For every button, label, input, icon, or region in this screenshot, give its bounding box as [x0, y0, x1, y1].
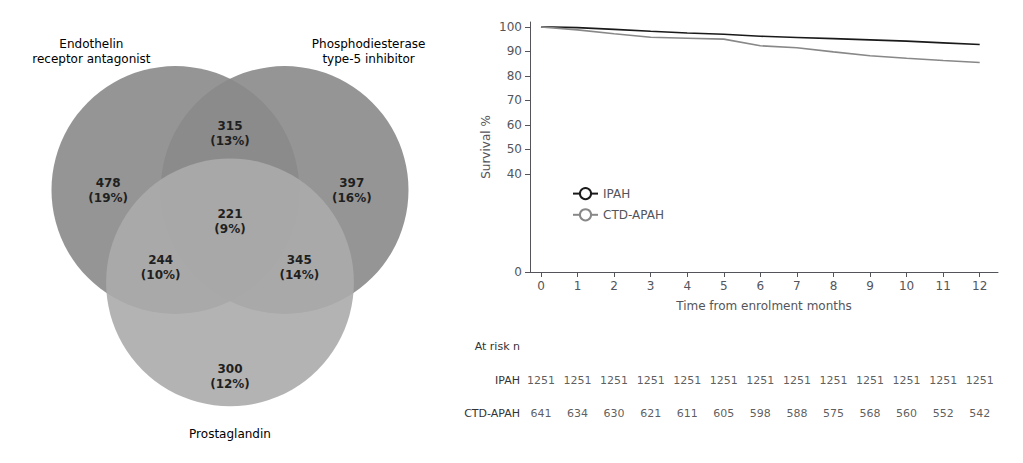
svg-text:1251: 1251: [746, 374, 774, 387]
svg-text:10: 10: [899, 279, 914, 293]
svg-text:(16%): (16%): [332, 191, 372, 205]
svg-text:50: 50: [507, 142, 522, 156]
svg-text:60: 60: [507, 118, 522, 132]
svg-text:315: 315: [217, 119, 242, 133]
svg-text:90: 90: [507, 44, 522, 58]
svg-text:605: 605: [713, 407, 734, 420]
svg-text:IPAH: IPAH: [603, 187, 630, 201]
svg-text:0: 0: [537, 279, 545, 293]
svg-text:Survival %: Survival %: [479, 115, 493, 179]
svg-text:70: 70: [507, 93, 522, 107]
svg-text:2: 2: [610, 279, 618, 293]
svg-text:641: 641: [530, 407, 551, 420]
svg-text:552: 552: [933, 407, 954, 420]
svg-text:1251: 1251: [966, 374, 994, 387]
svg-text:542: 542: [969, 407, 990, 420]
svg-text:575: 575: [823, 407, 844, 420]
svg-text:5: 5: [720, 279, 728, 293]
svg-text:40: 40: [507, 167, 522, 181]
svg-text:Phosphodiesterase: Phosphodiesterase: [312, 37, 426, 51]
svg-text:244: 244: [148, 253, 173, 267]
svg-text:568: 568: [860, 407, 881, 420]
svg-text:1251: 1251: [527, 374, 555, 387]
svg-text:598: 598: [750, 407, 771, 420]
svg-text:At risk n: At risk n: [475, 340, 520, 353]
svg-text:Time from enrolment months: Time from enrolment months: [675, 299, 852, 313]
svg-text:80: 80: [507, 69, 522, 83]
svg-text:(10%): (10%): [141, 268, 181, 282]
svg-text:300: 300: [217, 362, 242, 376]
svg-text:(19%): (19%): [88, 191, 128, 205]
svg-text:621: 621: [640, 407, 661, 420]
svg-text:1251: 1251: [564, 374, 592, 387]
svg-text:634: 634: [567, 407, 588, 420]
svg-text:CTD-APAH: CTD-APAH: [464, 407, 520, 420]
svg-text:1251: 1251: [710, 374, 738, 387]
svg-text:1251: 1251: [893, 374, 921, 387]
svg-text:588: 588: [786, 407, 807, 420]
svg-text:478: 478: [96, 176, 121, 190]
svg-text:630: 630: [604, 407, 625, 420]
svg-text:9: 9: [866, 279, 874, 293]
svg-text:611: 611: [677, 407, 698, 420]
svg-text:1251: 1251: [673, 374, 701, 387]
svg-text:397: 397: [339, 176, 364, 190]
svg-text:receptor antagonist: receptor antagonist: [32, 52, 151, 66]
svg-text:8: 8: [830, 279, 838, 293]
svg-text:(9%): (9%): [214, 222, 245, 236]
svg-text:1251: 1251: [929, 374, 957, 387]
svg-text:1251: 1251: [819, 374, 847, 387]
svg-text:12: 12: [972, 279, 987, 293]
svg-text:CTD-APAH: CTD-APAH: [603, 208, 664, 222]
svg-text:7: 7: [793, 279, 801, 293]
svg-text:IPAH: IPAH: [495, 374, 520, 387]
svg-text:345: 345: [287, 253, 312, 267]
svg-text:560: 560: [896, 407, 917, 420]
svg-text:1251: 1251: [856, 374, 884, 387]
svg-text:(12%): (12%): [210, 377, 250, 391]
svg-text:(14%): (14%): [279, 268, 319, 282]
svg-text:1: 1: [574, 279, 582, 293]
svg-text:3: 3: [647, 279, 655, 293]
svg-text:11: 11: [936, 279, 951, 293]
svg-text:Prostaglandin: Prostaglandin: [189, 427, 271, 441]
svg-text:4: 4: [683, 279, 691, 293]
svg-text:0: 0: [514, 265, 522, 279]
svg-text:1251: 1251: [600, 374, 628, 387]
svg-text:100: 100: [499, 20, 522, 34]
svg-text:1251: 1251: [783, 374, 811, 387]
svg-text:type-5 inhibitor: type-5 inhibitor: [322, 52, 414, 66]
svg-text:1251: 1251: [637, 374, 665, 387]
svg-text:221: 221: [217, 207, 242, 221]
svg-text:6: 6: [757, 279, 765, 293]
svg-text:Endothelin: Endothelin: [59, 37, 123, 51]
svg-text:(13%): (13%): [210, 134, 250, 148]
